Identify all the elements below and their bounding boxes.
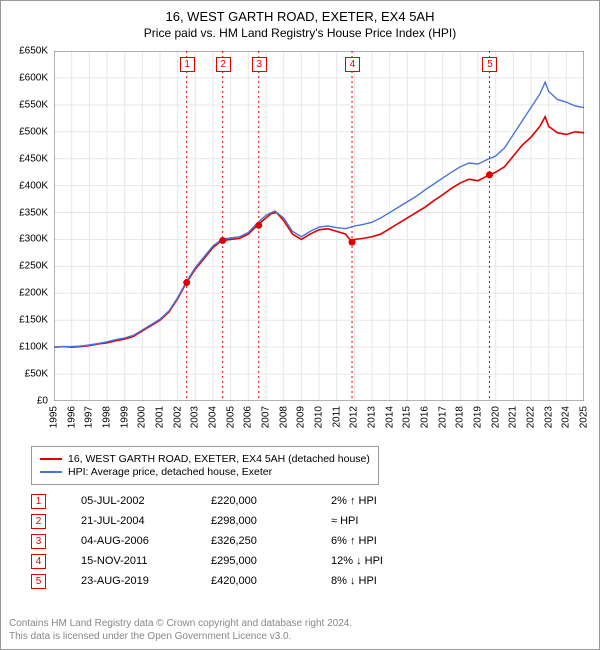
- chart-title: 16, WEST GARTH ROAD, EXETER, EX4 5AH: [1, 9, 599, 24]
- sale-date: 23-AUG-2019: [81, 575, 211, 587]
- x-tick-label: 2004: [208, 406, 219, 428]
- x-tick-label: 1999: [119, 406, 130, 428]
- sale-row-marker: 1: [31, 494, 46, 509]
- legend: 16, WEST GARTH ROAD, EXETER, EX4 5AH (de…: [31, 446, 379, 485]
- sale-price: £326,250: [211, 535, 331, 547]
- sale-price: £220,000: [211, 495, 331, 507]
- chart-svg: [54, 51, 584, 401]
- x-tick-label: 2005: [225, 406, 236, 428]
- x-tick-label: 1998: [102, 406, 113, 428]
- sale-diff: ≈ HPI: [331, 515, 451, 527]
- sale-row-marker: 4: [31, 554, 46, 569]
- x-tick-label: 1995: [49, 406, 60, 428]
- x-tick-label: 2012: [349, 406, 360, 428]
- x-tick-label: 2011: [331, 406, 342, 428]
- footer-line-2: This data is licensed under the Open Gov…: [9, 630, 352, 643]
- legend-swatch: [40, 458, 62, 460]
- x-tick-label: 2009: [296, 406, 307, 428]
- chart-plot-area: 1 2 3 4 5: [54, 51, 584, 401]
- x-tick-label: 2006: [243, 406, 254, 428]
- y-tick-label: £450K: [19, 153, 48, 164]
- legend-item: 16, WEST GARTH ROAD, EXETER, EX4 5AH (de…: [40, 453, 370, 465]
- y-tick-label: £600K: [19, 72, 48, 83]
- x-tick-label: 2014: [384, 406, 395, 428]
- y-tick-label: £0: [37, 396, 48, 407]
- sale-row: 4 15-NOV-2011£295,00012% ↓ HPI: [31, 551, 451, 571]
- x-axis-labels: 1995199619971998199920002001200220032004…: [54, 404, 584, 444]
- sale-marker-2: 2: [216, 57, 231, 72]
- x-tick-label: 2008: [278, 406, 289, 428]
- x-tick-label: 1996: [66, 406, 77, 428]
- y-axis-labels: £0£50K£100K£150K£200K£250K£300K£350K£400…: [1, 51, 51, 401]
- sale-marker-4: 4: [345, 57, 360, 72]
- sale-diff: 2% ↑ HPI: [331, 495, 451, 507]
- sale-marker-3: 3: [252, 57, 267, 72]
- x-tick-label: 2022: [526, 406, 537, 428]
- x-tick-label: 1997: [84, 406, 95, 428]
- sale-row-marker: 3: [31, 534, 46, 549]
- x-tick-label: 2021: [508, 406, 519, 428]
- sale-date: 04-AUG-2006: [81, 535, 211, 547]
- y-tick-label: £350K: [19, 207, 48, 218]
- x-tick-label: 2019: [473, 406, 484, 428]
- x-tick-label: 2025: [579, 406, 590, 428]
- legend-label: 16, WEST GARTH ROAD, EXETER, EX4 5AH (de…: [68, 453, 370, 465]
- sale-diff: 6% ↑ HPI: [331, 535, 451, 547]
- y-tick-label: £200K: [19, 288, 48, 299]
- x-tick-label: 2016: [420, 406, 431, 428]
- x-tick-label: 2001: [155, 406, 166, 428]
- x-tick-label: 2007: [261, 406, 272, 428]
- x-tick-label: 2002: [172, 406, 183, 428]
- sale-date: 21-JUL-2004: [81, 515, 211, 527]
- sale-date: 15-NOV-2011: [81, 555, 211, 567]
- sale-marker-5: 5: [482, 57, 497, 72]
- x-tick-label: 2024: [561, 406, 572, 428]
- y-tick-label: £300K: [19, 234, 48, 245]
- x-tick-label: 2013: [367, 406, 378, 428]
- sale-price: £298,000: [211, 515, 331, 527]
- x-tick-label: 2020: [490, 406, 501, 428]
- footer-line-1: Contains HM Land Registry data © Crown c…: [9, 617, 352, 630]
- sale-price: £295,000: [211, 555, 331, 567]
- chart-subtitle: Price paid vs. HM Land Registry's House …: [1, 26, 599, 40]
- y-tick-label: £500K: [19, 126, 48, 137]
- x-tick-label: 2000: [137, 406, 148, 428]
- y-tick-label: £250K: [19, 261, 48, 272]
- sale-marker-1: 1: [180, 57, 195, 72]
- title-block: 16, WEST GARTH ROAD, EXETER, EX4 5AH Pri…: [1, 1, 599, 40]
- y-tick-label: £550K: [19, 99, 48, 110]
- y-tick-label: £100K: [19, 342, 48, 353]
- sales-table: 1 05-JUL-2002£220,0002% ↑ HPI 2 21-JUL-2004…: [31, 491, 451, 591]
- sale-date: 05-JUL-2002: [81, 495, 211, 507]
- x-tick-label: 2003: [190, 406, 201, 428]
- sale-price: £420,000: [211, 575, 331, 587]
- x-tick-label: 2018: [455, 406, 466, 428]
- footer-attribution: Contains HM Land Registry data © Crown c…: [9, 617, 352, 643]
- sale-diff: 12% ↓ HPI: [331, 555, 451, 567]
- sale-row: 1 05-JUL-2002£220,0002% ↑ HPI: [31, 491, 451, 511]
- sale-row: 5 23-AUG-2019£420,0008% ↓ HPI: [31, 571, 451, 591]
- sale-row: 3 04-AUG-2006£326,2506% ↑ HPI: [31, 531, 451, 551]
- x-tick-label: 2015: [402, 406, 413, 428]
- x-tick-label: 2010: [314, 406, 325, 428]
- sale-row-marker: 2: [31, 514, 46, 529]
- chart-container: 16, WEST GARTH ROAD, EXETER, EX4 5AH Pri…: [0, 0, 600, 650]
- x-tick-label: 2023: [543, 406, 554, 428]
- y-tick-label: £150K: [19, 315, 48, 326]
- legend-item: HPI: Average price, detached house, Exet…: [40, 466, 370, 478]
- legend-swatch: [40, 471, 62, 473]
- sale-row-marker: 5: [31, 574, 46, 589]
- sale-row: 2 21-JUL-2004£298,000≈ HPI: [31, 511, 451, 531]
- legend-label: HPI: Average price, detached house, Exet…: [68, 466, 272, 478]
- y-tick-label: £650K: [19, 46, 48, 57]
- y-tick-label: £50K: [25, 369, 48, 380]
- y-tick-label: £400K: [19, 180, 48, 191]
- x-tick-label: 2017: [437, 406, 448, 428]
- sale-diff: 8% ↓ HPI: [331, 575, 451, 587]
